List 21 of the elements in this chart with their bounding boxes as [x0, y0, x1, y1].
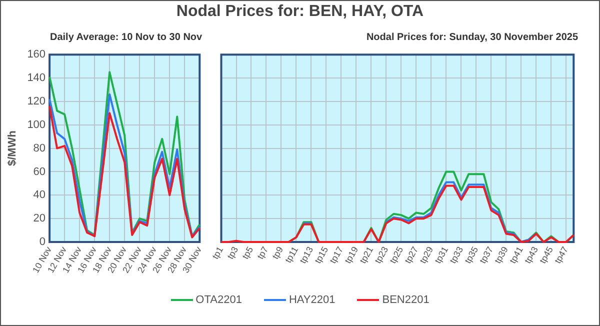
x-tick-label: tp5	[240, 244, 256, 261]
x-tick-label: tp9	[270, 244, 286, 261]
y-tick-label: 160	[27, 48, 46, 61]
chart-subtitle: Daily Average: 10 Nov to 30 Nov	[50, 32, 202, 43]
y-tick-label: 60	[33, 166, 46, 178]
legend-label: BEN2201	[382, 294, 430, 306]
legend-label: OTA2201	[196, 294, 242, 306]
x-tick-label: tp3	[225, 244, 240, 261]
y-tick-label: 80	[33, 142, 46, 154]
y-tick-label: 120	[27, 95, 46, 108]
y-tick-label: 20	[33, 212, 46, 225]
y-tick-label: 40	[33, 189, 46, 202]
y-tick-label: 0	[39, 236, 46, 248]
y-tick-label: 100	[27, 118, 46, 131]
x-tick-label: tp7	[255, 244, 270, 261]
chart-subtitle: Nodal Prices for: Sunday, 30 November 2025	[366, 32, 578, 43]
x-tick-label: tp1	[210, 244, 226, 261]
legend-label: HAY2201	[288, 294, 336, 306]
y-tick-label: 140	[27, 72, 46, 84]
chart-title: Nodal Prices for: BEN, HAY, OTA	[175, 3, 425, 21]
y-axis-title: $/MWh	[6, 130, 19, 166]
